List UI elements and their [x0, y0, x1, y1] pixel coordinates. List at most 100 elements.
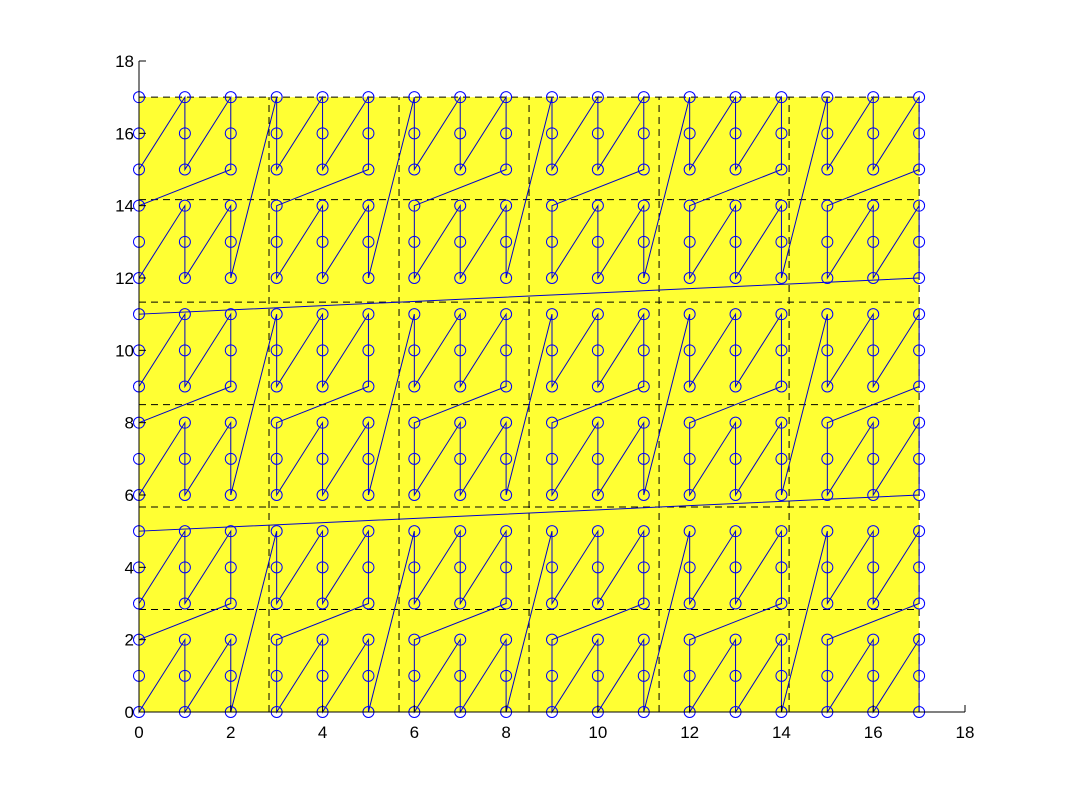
- data-point: [316, 561, 329, 574]
- data-point: [178, 525, 191, 538]
- data-point: [821, 489, 834, 501]
- data-point: [454, 561, 467, 574]
- data-point: [729, 452, 742, 465]
- data-point: [270, 633, 283, 646]
- data-point: [408, 235, 421, 248]
- data-point: [454, 163, 467, 176]
- data-point: [546, 163, 558, 176]
- data-point: [362, 380, 375, 393]
- data-point: [500, 380, 513, 393]
- data-point: [867, 633, 880, 646]
- y-tick-label: 16: [115, 124, 134, 143]
- data-point: [546, 669, 558, 682]
- data-point: [867, 452, 880, 465]
- data-point: [729, 199, 742, 212]
- data-point: [546, 199, 558, 212]
- data-point: [546, 91, 558, 104]
- data-point: [821, 525, 834, 538]
- data-point: [316, 633, 329, 646]
- data-point: [362, 308, 375, 321]
- data-point: [362, 525, 375, 538]
- y-tick-label: 6: [125, 486, 134, 505]
- data-point: [362, 235, 375, 248]
- data-point: [729, 489, 742, 501]
- data-point: [500, 91, 513, 104]
- data-point: [316, 163, 329, 176]
- data-point: [637, 633, 650, 646]
- data-point: [178, 416, 191, 429]
- data-point: [821, 199, 834, 212]
- data-point: [178, 91, 191, 104]
- data-point: [500, 416, 513, 429]
- data-point: [270, 525, 283, 538]
- data-point: [637, 344, 650, 357]
- data-point: [316, 235, 329, 248]
- data-point: [913, 597, 926, 610]
- data-point: [821, 163, 834, 176]
- data-point: [454, 235, 467, 248]
- data-point: [913, 561, 926, 574]
- data-point: [270, 452, 283, 465]
- data-point: [316, 489, 329, 501]
- data-point: [821, 561, 834, 574]
- data-point: [408, 344, 421, 357]
- data-point: [500, 308, 513, 321]
- traversal-path-layer: [138, 95, 920, 714]
- data-point: [729, 127, 742, 140]
- data-point: [362, 633, 375, 646]
- data-point: [775, 561, 788, 574]
- data-point: [867, 380, 880, 393]
- y-tick-label: 2: [125, 631, 134, 650]
- data-point: [224, 235, 237, 248]
- data-point: [454, 489, 467, 501]
- data-point: [546, 272, 558, 284]
- axes-layer: [138, 60, 966, 713]
- data-point: [316, 525, 329, 538]
- data-point: [178, 489, 191, 501]
- data-point: [775, 416, 788, 429]
- data-point: [637, 308, 650, 321]
- data-point: [454, 416, 467, 429]
- data-point: [683, 199, 696, 212]
- data-point: [316, 199, 329, 212]
- data-point: [637, 199, 650, 212]
- data-point: [821, 597, 834, 610]
- data-point: [867, 163, 880, 176]
- data-point: [178, 597, 191, 610]
- data-point: [178, 561, 191, 574]
- data-point: [408, 452, 421, 465]
- data-point: [546, 308, 558, 321]
- data-point: [362, 199, 375, 212]
- data-point: [270, 308, 283, 321]
- data-point: [913, 525, 926, 538]
- data-point: [637, 669, 650, 682]
- data-point: [500, 597, 513, 610]
- data-point: [178, 163, 191, 176]
- data-point: [591, 235, 604, 248]
- y-tick-label: 0: [125, 703, 134, 722]
- data-point: [362, 344, 375, 357]
- data-point: [408, 127, 421, 140]
- data-point: [316, 344, 329, 357]
- data-point: [729, 525, 742, 538]
- data-point: [362, 597, 375, 610]
- data-point: [683, 669, 696, 682]
- data-point: [454, 633, 467, 646]
- data-point: [500, 127, 513, 140]
- data-point: [683, 561, 696, 574]
- data-point: [408, 308, 421, 321]
- data-point: [178, 633, 191, 646]
- data-point: [775, 91, 788, 104]
- data-point: [454, 199, 467, 212]
- data-point: [683, 597, 696, 610]
- data-point: [913, 489, 926, 501]
- data-point: [224, 669, 237, 682]
- data-point: [362, 489, 375, 501]
- data-point: [683, 452, 696, 465]
- x-tick-label: 18: [956, 723, 975, 742]
- data-point: [316, 416, 329, 429]
- data-point: [178, 308, 191, 321]
- data-point: [775, 308, 788, 321]
- data-point: [224, 199, 237, 212]
- data-point: [178, 127, 191, 140]
